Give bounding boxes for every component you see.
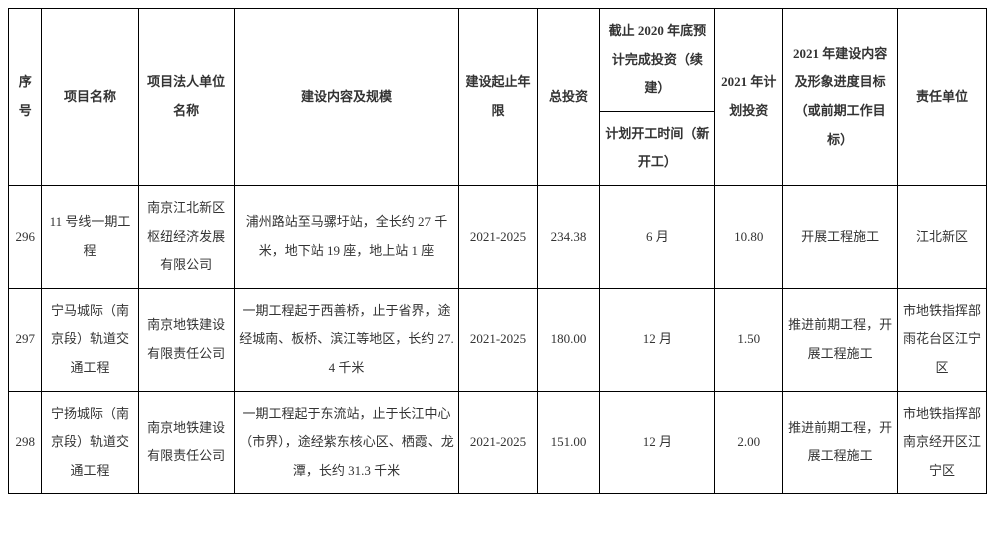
header-plan-invest: 2021 年计划投资	[715, 9, 783, 186]
cell-seq: 296	[9, 185, 42, 288]
cell-total-invest: 180.00	[537, 288, 600, 391]
cell-progress: 推进前期工程，开展工程施工	[783, 288, 898, 391]
header-done-sub: 计划开工时间（新开工）	[600, 111, 715, 185]
cell-progress: 推进前期工程，开展工程施工	[783, 391, 898, 494]
cell-total-invest: 234.38	[537, 185, 600, 288]
header-resp: 责任单位	[898, 9, 987, 186]
cell-content: 一期工程起于东流站，止于长江中心（市界），途经紫东核心区、栖霞、龙潭，长约 31…	[234, 391, 459, 494]
cell-done: 12 月	[600, 288, 715, 391]
header-done-group: 截止 2020 年底预计完成投资（续建）	[600, 9, 715, 112]
cell-content: 浦州路站至马骡圩站，全长约 27 千米，地下站 19 座，地上站 1 座	[234, 185, 459, 288]
cell-name: 11 号线一期工程	[42, 185, 138, 288]
cell-period: 2021-2025	[459, 185, 537, 288]
cell-plan-invest: 10.80	[715, 185, 783, 288]
project-table: 序号 项目名称 项目法人单位名称 建设内容及规模 建设起止年限 总投资 截止 2…	[8, 8, 987, 494]
cell-content: 一期工程起于西善桥，止于省界，途经城南、板桥、滨江等地区，长约 27.4 千米	[234, 288, 459, 391]
cell-plan-invest: 1.50	[715, 288, 783, 391]
header-legal: 项目法人单位名称	[138, 9, 234, 186]
cell-plan-invest: 2.00	[715, 391, 783, 494]
cell-legal: 南京江北新区枢纽经济发展有限公司	[138, 185, 234, 288]
cell-period: 2021-2025	[459, 391, 537, 494]
cell-done: 6 月	[600, 185, 715, 288]
header-progress: 2021 年建设内容及形象进度目标（或前期工作目标）	[783, 9, 898, 186]
cell-resp: 市地铁指挥部雨花台区江宁区	[898, 288, 987, 391]
cell-legal: 南京地铁建设有限责任公司	[138, 391, 234, 494]
table-row: 296 11 号线一期工程 南京江北新区枢纽经济发展有限公司 浦州路站至马骡圩站…	[9, 185, 987, 288]
cell-legal: 南京地铁建设有限责任公司	[138, 288, 234, 391]
cell-progress: 开展工程施工	[783, 185, 898, 288]
table-row: 298 宁扬城际（南京段）轨道交通工程 南京地铁建设有限责任公司 一期工程起于东…	[9, 391, 987, 494]
cell-name: 宁马城际（南京段）轨道交通工程	[42, 288, 138, 391]
cell-seq: 298	[9, 391, 42, 494]
cell-resp: 江北新区	[898, 185, 987, 288]
cell-resp: 市地铁指挥部南京经开区江宁区	[898, 391, 987, 494]
header-period: 建设起止年限	[459, 9, 537, 186]
table-body: 296 11 号线一期工程 南京江北新区枢纽经济发展有限公司 浦州路站至马骡圩站…	[9, 185, 987, 493]
cell-name: 宁扬城际（南京段）轨道交通工程	[42, 391, 138, 494]
cell-seq: 297	[9, 288, 42, 391]
cell-period: 2021-2025	[459, 288, 537, 391]
header-seq: 序号	[9, 9, 42, 186]
header-content: 建设内容及规模	[234, 9, 459, 186]
cell-total-invest: 151.00	[537, 391, 600, 494]
table-row: 297 宁马城际（南京段）轨道交通工程 南京地铁建设有限责任公司 一期工程起于西…	[9, 288, 987, 391]
table-header: 序号 项目名称 项目法人单位名称 建设内容及规模 建设起止年限 总投资 截止 2…	[9, 9, 987, 186]
header-total-invest: 总投资	[537, 9, 600, 186]
header-name: 项目名称	[42, 9, 138, 186]
cell-done: 12 月	[600, 391, 715, 494]
